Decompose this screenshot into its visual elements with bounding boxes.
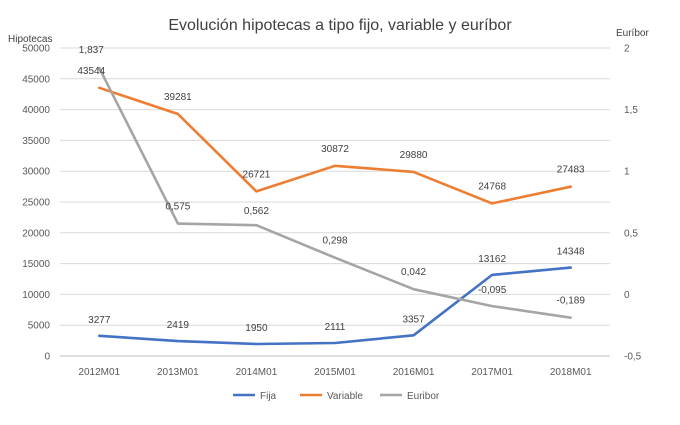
- data-label-variable: 26721: [243, 169, 271, 180]
- x-axis-ticks: 2012M01 2013M01 2014M01 2015M01 2016M01 2017M…: [78, 367, 592, 378]
- y2-tick-label: 0,5: [624, 228, 638, 239]
- legend-label-fija: Fija: [260, 391, 277, 402]
- data-label-variable: 24768: [478, 181, 506, 192]
- y-tick-label: 20000: [22, 228, 50, 239]
- data-label-variable: 39281: [164, 92, 192, 103]
- data-label-euribor: 0,298: [322, 236, 347, 247]
- y-tick-label: 5000: [28, 321, 51, 332]
- legend: Fija Variable Euribor: [233, 391, 440, 402]
- data-label-fija: 3277: [88, 315, 111, 326]
- data-label-fija: 13162: [478, 254, 506, 265]
- y-tick-label: 30000: [22, 167, 50, 178]
- data-label-euribor: -0,189: [557, 296, 586, 307]
- chart-title: Evolución hipotecas a tipo fijo, variabl…: [168, 17, 512, 34]
- data-label-variable: 27483: [557, 165, 585, 176]
- y-tick-label: 0: [44, 352, 50, 363]
- y-axis-ticks: 0 5000 10000 15000 20000 25000 30000 35000 40000…: [22, 44, 50, 363]
- data-label-fija: 1950: [245, 323, 268, 334]
- x-tick-label: 2017M01: [471, 367, 513, 378]
- x-tick-label: 2016M01: [393, 367, 435, 378]
- data-label-euribor: 0,575: [165, 202, 190, 213]
- x-tick-label: 2012M01: [78, 367, 120, 378]
- y-tick-label: 10000: [22, 290, 50, 301]
- y-tick-label: 50000: [22, 44, 50, 55]
- legend-label-variable: Variable: [327, 391, 363, 402]
- y2-tick-label: 1,5: [624, 105, 638, 116]
- x-tick-label: 2013M01: [157, 367, 199, 378]
- y-tick-label: 35000: [22, 136, 50, 147]
- y-tick-label: 45000: [22, 74, 50, 85]
- data-label-euribor: 0,562: [244, 206, 269, 217]
- data-label-variable: 30872: [321, 144, 349, 155]
- data-labels: 3277 2419 1950 2111 3357 13162 14348 43544 39281…: [77, 45, 585, 334]
- x-tick-label: 2014M01: [236, 367, 278, 378]
- series-line-euribor: [99, 68, 570, 318]
- x-tick-label: 2015M01: [314, 367, 356, 378]
- data-label-fija: 3357: [402, 314, 425, 325]
- y2-axis-ticks: -0,5 0 0,5 1 1,5 2: [624, 44, 642, 363]
- data-label-euribor: 1,837: [79, 45, 104, 56]
- data-label-euribor: -0,095: [478, 285, 507, 296]
- data-label-fija: 2111: [325, 322, 346, 333]
- y-tick-label: 25000: [22, 198, 50, 209]
- y2-axis-title: Euríbor: [616, 28, 649, 39]
- y2-tick-label: -0,5: [624, 352, 642, 363]
- legend-label-euribor: Euribor: [407, 391, 440, 402]
- data-label-euribor: 0,042: [401, 267, 426, 278]
- x-tick-label: 2018M01: [550, 367, 592, 378]
- y2-tick-label: 1: [624, 167, 630, 178]
- data-label-variable: 29880: [400, 150, 428, 161]
- y2-tick-label: 2: [624, 44, 630, 55]
- y2-tick-label: 0: [624, 290, 630, 301]
- data-label-variable: 43544: [77, 66, 105, 77]
- gridlines: [60, 48, 610, 356]
- data-label-fija: 2419: [167, 320, 190, 331]
- y-tick-label: 40000: [22, 105, 50, 116]
- y-tick-label: 15000: [22, 259, 50, 270]
- data-label-fija: 14348: [557, 247, 585, 258]
